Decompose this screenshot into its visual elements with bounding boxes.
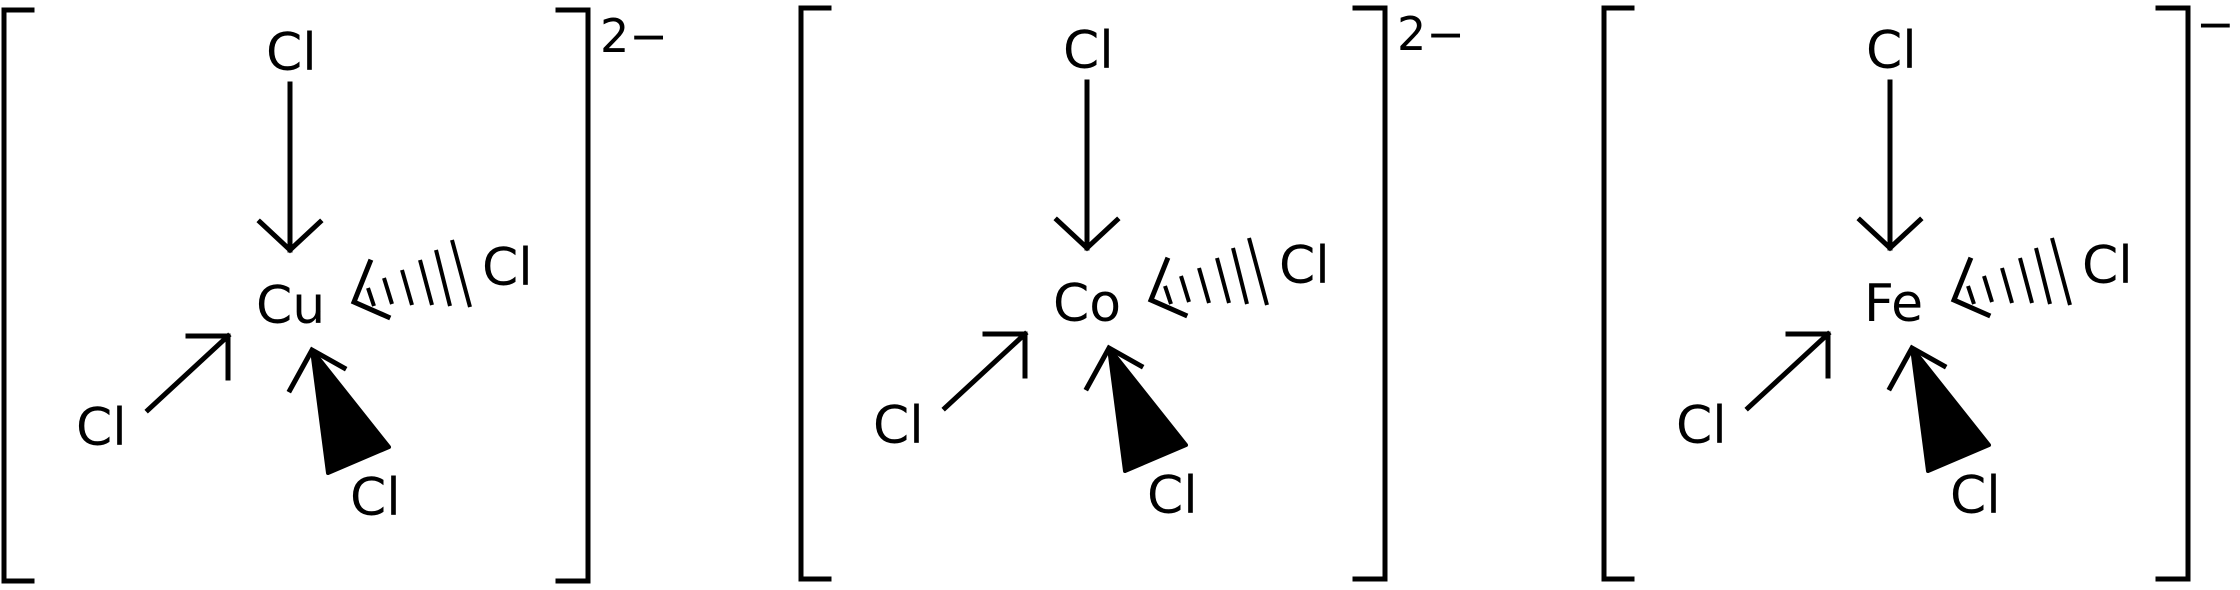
- hashed-bond: [1163, 237, 1269, 306]
- wedge-bond: [1107, 346, 1188, 473]
- bottom-chlorine-label: Cl: [350, 468, 401, 528]
- right-chlorine-label: Cl: [482, 238, 533, 298]
- complex-3: Cl Fe Cl Cl Cl −: [1601, 0, 2235, 582]
- complex-1: Cl Cu Cl Cl Cl 2−: [1, 7, 668, 584]
- left-chlorine-label: Cl: [76, 398, 127, 458]
- top-bond-arrowhead: [1053, 216, 1121, 252]
- top-chlorine-label: Cl: [1063, 21, 1114, 81]
- hashed-bond-arrowhead: [1147, 256, 1189, 319]
- left-bracket: [1601, 5, 1635, 582]
- top-chlorine-label: Cl: [1866, 21, 1917, 81]
- left-bond-arrowhead: [1785, 331, 1831, 379]
- right-bracket: [2155, 5, 2191, 582]
- charge-label: 2−: [600, 9, 668, 63]
- hashed-bond: [1966, 237, 2072, 306]
- complex-1-bonds: [1, 7, 591, 584]
- top-chlorine-label: Cl: [266, 23, 317, 83]
- wedge-bond: [1910, 346, 1991, 473]
- left-bond-arrowhead: [982, 331, 1028, 379]
- hashed-bond-arrowhead: [1950, 256, 1992, 319]
- complex-3-bonds: [1601, 5, 2191, 582]
- left-bracket: [798, 5, 832, 582]
- wedge-bond: [310, 348, 391, 475]
- top-bond-arrowhead: [1856, 216, 1924, 252]
- left-bracket: [1, 7, 35, 584]
- right-chlorine-label: Cl: [2082, 236, 2133, 296]
- left-bond-arrow-shaft: [941, 330, 1029, 412]
- metal-label: Co: [1053, 274, 1121, 334]
- hashed-bond-arrowhead: [350, 258, 392, 321]
- left-bond-arrowhead: [185, 333, 231, 381]
- right-bracket: [1352, 5, 1388, 582]
- complex-2: Cl Co Cl Cl Cl 2−: [798, 5, 1465, 582]
- complex-2-bonds: [798, 5, 1388, 582]
- left-bond-arrow-shaft: [144, 332, 232, 414]
- right-bracket: [555, 7, 591, 584]
- left-chlorine-label: Cl: [1676, 396, 1727, 456]
- bottom-chlorine-label: Cl: [1147, 466, 1198, 526]
- metal-label: Cu: [256, 276, 325, 336]
- charge-label: 2−: [1397, 7, 1465, 61]
- right-chlorine-label: Cl: [1279, 236, 1330, 296]
- left-bond-arrow-shaft: [1744, 330, 1832, 412]
- charge-label: −: [2196, 0, 2235, 51]
- metal-label: Fe: [1864, 274, 1923, 334]
- hashed-bond: [366, 239, 472, 308]
- top-bond-arrowhead: [256, 218, 324, 254]
- left-chlorine-label: Cl: [873, 396, 924, 456]
- bottom-chlorine-label: Cl: [1950, 466, 2001, 526]
